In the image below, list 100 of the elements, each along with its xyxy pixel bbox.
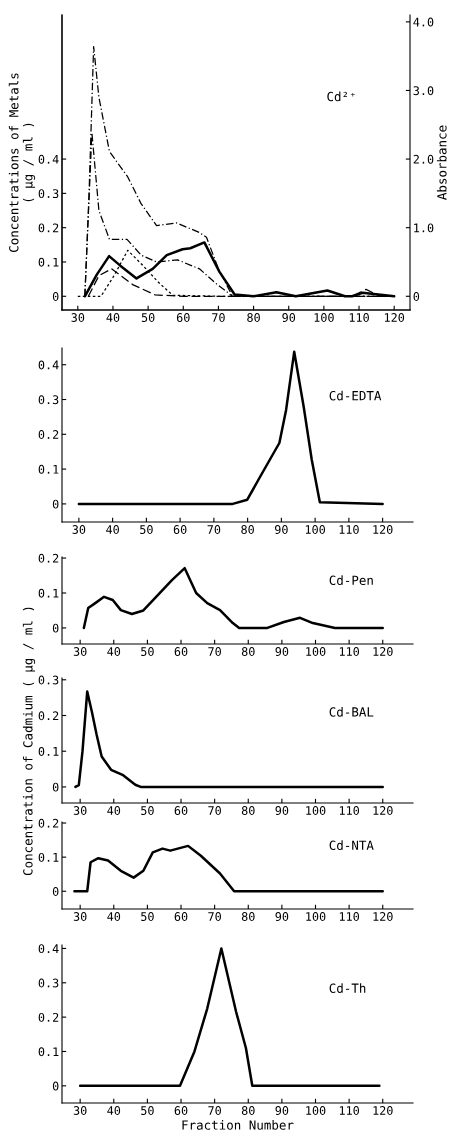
y-tick-label: 0.2 (38, 1012, 59, 1022)
y2-axis-title: Absorbance (436, 125, 447, 200)
x-tick-label: 120 (373, 912, 393, 921)
x-tick-label: 100 (306, 912, 326, 921)
annotation: Cd²⁺ (327, 91, 355, 102)
y-tick-label: 0.1 (38, 1047, 59, 1057)
x-tick-label: 60 (174, 806, 188, 815)
y2-tick-label: 1.0 (414, 223, 434, 233)
x-tick-label: 40 (106, 525, 119, 534)
x-tick-label: 30 (73, 647, 87, 656)
x-tick-label: 30 (72, 525, 86, 534)
y-tick-label: 0.3 (38, 675, 59, 685)
x-tick-label: 40 (106, 313, 120, 322)
y-tick-label: 0.1 (38, 852, 59, 862)
x-tick-label: 50 (141, 912, 154, 921)
y-tick-label: 0.3 (38, 978, 59, 988)
x-tick-label: 100 (306, 647, 326, 656)
annotation: Cd-EDTA (329, 390, 382, 401)
x-tick-label: 40 (107, 912, 121, 921)
x-tick-label: 70 (207, 525, 221, 534)
x-tick-label: 110 (339, 525, 359, 534)
x-tick-label: 100 (306, 806, 326, 815)
y-tick-label: 0.4 (38, 360, 59, 370)
y-tick-label: 0.1 (38, 588, 59, 598)
x-tick-label: 110 (339, 647, 360, 656)
x-tick-label: 90 (275, 1106, 289, 1115)
x-tick-label: 60 (176, 313, 190, 322)
x-tick-label: 70 (208, 1106, 221, 1115)
y2-tick-label: 0 (413, 292, 420, 301)
y-tick-label: 0.3 (38, 395, 59, 405)
x-tick-label: 60 (173, 525, 187, 534)
y-tick-label: 0.1 (38, 746, 59, 756)
annotation: Cd-BAL (329, 706, 374, 717)
y-tick-label: 0 (52, 623, 59, 633)
y2-tick-label: 4.0 (413, 17, 434, 27)
y-tick-label: 0 (52, 499, 59, 509)
x-tick-label: 110 (339, 806, 360, 815)
x-tick-label: 80 (241, 1106, 255, 1115)
x-tick-label: 30 (71, 313, 85, 322)
x-tick-label: 40 (107, 647, 121, 656)
x-tick-label: 80 (241, 525, 254, 534)
x-tick-label: 110 (349, 313, 369, 322)
annotation: Cd-Th (329, 983, 366, 993)
y-axis-title: Concentrations of Metals ( μg / ml ) (8, 73, 36, 252)
x-tick-label: 110 (339, 912, 360, 921)
annotation: Cd-Pen (329, 575, 373, 586)
x-tick-label: 30 (73, 806, 87, 815)
y2-tick-label: 2.0 (413, 154, 434, 164)
x-tick-label: 60 (174, 647, 188, 656)
y-tick-label: 0.2 (38, 430, 59, 439)
x-tick-label: 50 (141, 1106, 154, 1115)
x-axis-title: Fraction Number (182, 1120, 294, 1130)
x-tick-label: 120 (373, 647, 393, 656)
x-tick-label: 90 (275, 806, 289, 815)
y-tick-label: 0 (52, 292, 59, 301)
x-tick-label: 40 (107, 1106, 121, 1115)
x-tick-label: 110 (339, 1106, 360, 1115)
y-tick-label: 0.4 (38, 154, 59, 164)
x-tick-label: 90 (275, 525, 288, 534)
y-axis-title: Concentration of Cadmium ( μg / ml ) (22, 607, 36, 876)
x-tick-label: 60 (174, 912, 188, 921)
x-tick-label: 100 (305, 525, 326, 534)
y2-tick-label: 3.0 (413, 86, 434, 96)
x-tick-label: 70 (212, 313, 225, 322)
y-tick-label: 0.2 (38, 818, 59, 828)
x-tick-label: 80 (241, 912, 255, 921)
x-tick-label: 30 (73, 912, 87, 921)
x-tick-label: 120 (384, 313, 405, 322)
x-tick-label: 50 (140, 525, 153, 534)
x-tick-label: 100 (306, 1106, 326, 1115)
x-tick-label: 70 (208, 647, 221, 656)
x-tick-label: 70 (208, 806, 221, 815)
x-tick-label: 50 (141, 806, 154, 815)
y-tick-label: 0 (52, 887, 59, 896)
annotation: Cd-NTA (329, 840, 374, 851)
x-tick-label: 100 (314, 313, 334, 322)
x-tick-label: 120 (373, 525, 393, 534)
y-tick-label: 0.2 (38, 553, 59, 563)
x-tick-label: 60 (174, 1106, 188, 1115)
y-tick-label: 0.2 (38, 223, 59, 233)
x-tick-label: 80 (247, 313, 260, 322)
x-tick-label: 120 (373, 806, 393, 815)
x-tick-label: 90 (275, 912, 289, 921)
x-tick-label: 90 (275, 647, 289, 656)
x-tick-label: 50 (141, 647, 154, 656)
y-tick-label: 0.2 (38, 711, 59, 721)
x-tick-label: 70 (208, 912, 221, 921)
x-tick-label: 40 (107, 806, 121, 815)
x-tick-label: 90 (282, 313, 296, 322)
y-tick-label: 0.3 (38, 189, 59, 199)
x-tick-label: 50 (141, 313, 155, 322)
x-tick-label: 80 (241, 806, 255, 815)
y-tick-label: 0.4 (38, 944, 59, 954)
y-tick-label: 0 (52, 782, 59, 792)
y-tick-label: 0 (52, 1081, 59, 1091)
x-tick-label: 30 (73, 1106, 87, 1115)
y-tick-label: 0.1 (38, 257, 59, 267)
x-tick-label: 120 (373, 1106, 393, 1115)
x-tick-label: 80 (241, 647, 255, 656)
y-tick-label: 0.1 (38, 464, 59, 474)
